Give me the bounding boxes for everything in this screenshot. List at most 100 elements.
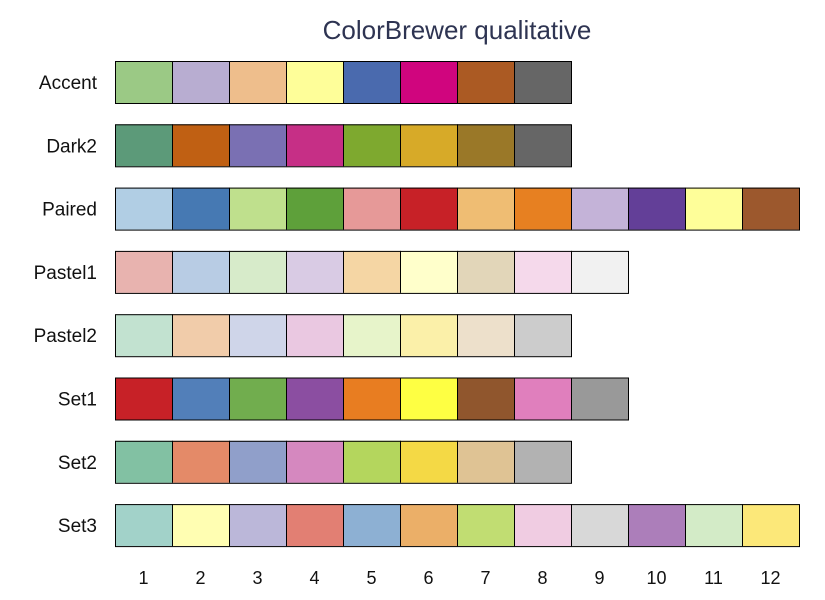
swatch-pastel2-3 [229,314,286,357]
x-tick-label-12: 12 [760,568,780,588]
swatch-set3-11 [685,504,742,547]
x-tick-label-5: 5 [366,568,376,588]
row-label-set3: Set3 [58,516,97,537]
swatch-paired-9 [571,187,628,230]
swatch-set2-6 [400,440,457,483]
x-tick-label-7: 7 [480,568,490,588]
swatch-pastel2-1 [115,314,172,357]
swatch-set1-7 [457,377,514,420]
swatch-set2-8 [514,440,571,483]
row-border-set1 [115,377,629,421]
swatch-paired-11 [685,187,742,230]
swatch-pastel1-3 [229,250,286,293]
row-label-dark2: Dark2 [46,136,97,157]
swatch-set3-6 [400,504,457,547]
chart-title: ColorBrewer qualitative [323,15,592,45]
swatch-dark2-1 [115,124,172,167]
swatch-set2-3 [229,440,286,483]
swatch-set3-7 [457,504,514,547]
palette-row-pastel1: Pastel1 [34,250,629,294]
swatch-accent-5 [343,61,400,103]
swatch-set3-10 [628,504,685,547]
swatch-pastel2-8 [514,314,571,357]
palette-row-accent: Accent [39,61,572,104]
swatch-pastel1-9 [571,250,628,293]
swatch-dark2-8 [514,124,571,167]
swatch-dark2-3 [229,124,286,167]
row-border-dark2 [115,124,572,168]
swatch-paired-10 [628,187,685,230]
x-tick-label-9: 9 [594,568,604,588]
swatch-paired-2 [172,187,229,230]
swatch-accent-1 [115,61,172,103]
swatch-set1-3 [229,377,286,420]
swatch-pastel1-7 [457,250,514,293]
swatch-dark2-6 [400,124,457,167]
swatch-pastel2-4 [286,314,343,357]
swatch-accent-3 [229,61,286,103]
x-axis: 1 2 3 4 5 6 7 8 9 10 11 12 [138,568,780,588]
palette-row-set1: Set1 [58,377,629,421]
swatch-dark2-7 [457,124,514,167]
swatch-pastel1-6 [400,250,457,293]
swatch-pastel2-2 [172,314,229,357]
swatch-dark2-4 [286,124,343,167]
x-tick-label-4: 4 [309,568,319,588]
swatch-accent-8 [514,61,571,103]
row-label-pastel2: Pastel2 [34,326,97,347]
swatch-set2-4 [286,440,343,483]
swatch-pastel2-5 [343,314,400,357]
swatch-set3-2 [172,504,229,547]
swatch-pastel1-5 [343,250,400,293]
x-tick-label-10: 10 [646,568,666,588]
swatch-pastel2-6 [400,314,457,357]
swatch-dark2-2 [172,124,229,167]
x-tick-label-8: 8 [537,568,547,588]
swatch-set3-8 [514,504,571,547]
swatch-set3-1 [115,504,172,547]
palette-rows: Accent Dark2 Paired Pastel1 Pastel2 Set1 Set2 S… [34,61,800,548]
swatch-dark2-5 [343,124,400,167]
row-border-pastel1 [115,250,629,294]
swatch-set3-12 [742,504,799,547]
x-tick-label-3: 3 [252,568,262,588]
swatch-set1-8 [514,377,571,420]
swatch-set2-1 [115,440,172,483]
row-label-paired: Paired [42,200,97,221]
palette-row-set2: Set2 [58,440,572,484]
swatch-set1-5 [343,377,400,420]
swatch-accent-2 [172,61,229,103]
swatch-accent-7 [457,61,514,103]
palette-row-dark2: Dark2 [46,124,572,168]
swatch-pastel1-8 [514,250,571,293]
swatch-paired-5 [343,187,400,230]
swatch-set1-6 [400,377,457,420]
x-tick-label-6: 6 [423,568,433,588]
row-border-accent [115,61,572,104]
row-label-set2: Set2 [58,453,97,474]
x-tick-label-11: 11 [704,568,723,588]
swatch-paired-6 [400,187,457,230]
row-border-pastel2 [115,314,572,358]
x-tick-label-1: 1 [138,568,148,588]
swatch-set1-9 [571,377,628,420]
swatch-set2-7 [457,440,514,483]
row-border-set2 [115,440,572,484]
row-label-accent: Accent [39,73,98,94]
swatch-paired-7 [457,187,514,230]
swatch-paired-8 [514,187,571,230]
swatch-set1-4 [286,377,343,420]
swatch-set1-1 [115,377,172,420]
swatch-pastel1-2 [172,250,229,293]
x-tick-label-2: 2 [195,568,205,588]
swatch-set3-4 [286,504,343,547]
swatch-paired-12 [742,187,799,230]
swatch-set3-3 [229,504,286,547]
swatch-pastel2-7 [457,314,514,357]
swatch-paired-4 [286,187,343,230]
row-border-set3 [115,504,800,548]
row-label-set1: Set1 [58,390,97,411]
swatch-set1-2 [172,377,229,420]
swatch-set2-2 [172,440,229,483]
